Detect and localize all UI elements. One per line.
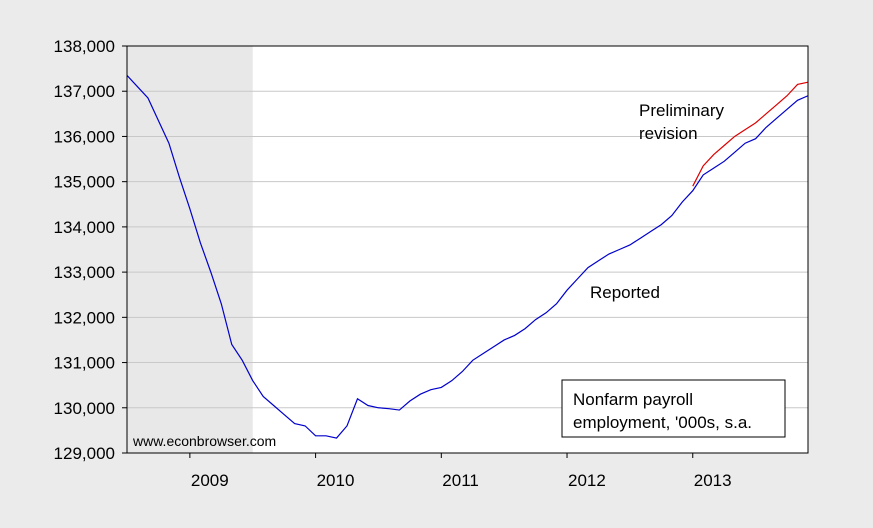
recession-shade — [127, 46, 253, 453]
y-tick-label: 129,000 — [54, 444, 115, 463]
series-line — [126, 74, 809, 439]
annotation: www.econbrowser.com — [132, 433, 276, 449]
x-tick-label: 2013 — [694, 471, 732, 490]
x-tick-label: 2010 — [317, 471, 355, 490]
annotation: Preliminary — [639, 101, 725, 120]
y-tick-label: 131,000 — [54, 354, 115, 373]
annotation: employment, '000s, s.a. — [573, 413, 752, 432]
x-tick-label: 2011 — [442, 471, 479, 490]
annotation: Nonfarm payroll — [573, 390, 693, 409]
x-tick-label: 2012 — [568, 471, 606, 490]
y-tick-label: 130,000 — [54, 399, 115, 418]
y-tick-label: 132,000 — [54, 308, 115, 327]
plot-frame — [126, 45, 809, 454]
annotation: revision — [639, 124, 698, 143]
legend-box — [561, 379, 786, 438]
annotation: Reported — [590, 283, 660, 302]
y-tick-label: 135,000 — [54, 173, 115, 192]
y-tick-label: 133,000 — [54, 263, 115, 282]
y-tick-label: 137,000 — [54, 82, 115, 101]
x-tick-label: 2009 — [191, 471, 229, 490]
series-line — [692, 81, 809, 187]
y-tick-label: 138,000 — [54, 37, 115, 56]
y-tick-label: 134,000 — [54, 218, 115, 237]
y-tick-label: 136,000 — [54, 127, 115, 146]
